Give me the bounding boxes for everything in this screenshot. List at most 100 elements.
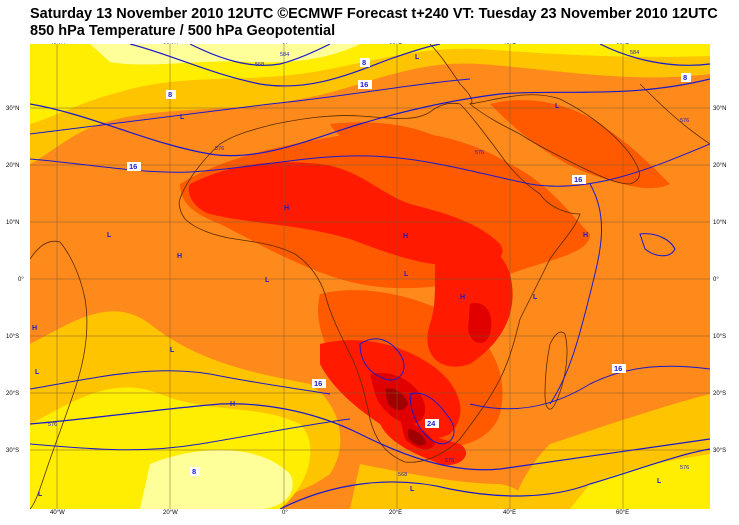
africa-coastline (178, 102, 581, 463)
temp-label-16: 16 (574, 175, 582, 184)
map-title: Saturday 13 November 2010 12UTC ©ECMWF F… (30, 6, 718, 22)
temp-contour-24 (359, 338, 405, 381)
lon-tick-bottom: 20°W (163, 510, 178, 516)
contour-label-box (360, 58, 370, 67)
map-subtitle: 850 hPa Temperature / 500 hPa Geopotenti… (30, 23, 336, 39)
geop-label: 576 (680, 465, 689, 471)
lat-tick-left: 10°N (6, 220, 20, 226)
temp-label-8: 8 (192, 467, 196, 476)
geop-label: 576 (680, 118, 689, 124)
temp-contour-8-south (30, 418, 351, 451)
lat-tick-right: 10°N (713, 220, 727, 226)
temp-band-extreme-2 (408, 429, 426, 446)
lat-tick-left: 30°S (6, 448, 20, 454)
lat-tick-right: 0° (713, 277, 719, 283)
low-marker: L (180, 114, 185, 121)
geop-label: 576 (48, 422, 57, 428)
lat-tick-right: 20°S (713, 391, 727, 397)
temp-contour-16-io (639, 233, 676, 257)
low-marker: L (404, 271, 409, 278)
contour-label-box (358, 80, 372, 89)
temp-label-16: 16 (614, 364, 622, 373)
geop-label: 568 (255, 62, 264, 68)
low-marker: L (265, 277, 270, 284)
contour-576-north (30, 78, 710, 157)
coastlines (30, 44, 710, 509)
low-marker: L (410, 486, 415, 493)
lon-tick-bottom: 0° (282, 510, 288, 516)
pressure-centres: H H H H H H H L L L L L L L L L L L L (32, 54, 662, 498)
arabia-coastline (469, 94, 640, 185)
temp-band-very-hot-east (468, 303, 492, 344)
temp-contour-16-north (30, 143, 710, 187)
temp-band-arabia (490, 100, 670, 189)
temp-band-se-cool (570, 454, 710, 509)
lat-tick-left: 0° (18, 277, 24, 283)
lon-tick-bottom: 60°E (616, 510, 630, 516)
geop-label: 576 (215, 146, 224, 152)
geop-label: 584 (630, 50, 639, 56)
temp-band-sahel-hot (188, 162, 503, 265)
temp-label-16: 16 (314, 379, 322, 388)
low-marker: L (657, 478, 662, 485)
contour-584-ne (599, 44, 710, 66)
geop-label: 568 (398, 472, 407, 478)
contour-label-box (572, 175, 586, 184)
high-marker: H (583, 232, 588, 239)
high-marker: H (230, 401, 235, 408)
graticule (30, 44, 710, 509)
low-marker: L (533, 294, 538, 301)
temp-label-8: 8 (683, 73, 687, 82)
map-canvas: 16 16 16 16 16 8 8 8 8 24 576 576 576 57… (30, 44, 710, 509)
temp-label-8: 8 (168, 90, 172, 99)
contour-label-box (127, 162, 141, 171)
temp-contour-24-b (409, 392, 455, 445)
high-marker: H (32, 325, 37, 332)
contour-label-box (190, 467, 200, 476)
lat-tick-left: 20°N (6, 163, 20, 169)
high-marker: H (460, 294, 465, 301)
temp-band-sw-cold (140, 450, 293, 509)
lon-tick-bottom: 20°E (389, 510, 403, 516)
high-marker: H (284, 205, 289, 212)
geopotential-contours (30, 44, 710, 509)
low-marker: L (170, 347, 175, 354)
lat-tick-left: 20°S (6, 391, 20, 397)
temp-label-24: 24 (427, 419, 436, 428)
temp-contour-8-north (30, 78, 471, 135)
lat-tick-right: 30°S (713, 448, 727, 454)
high-marker: H (403, 233, 408, 240)
south-america-coastline (30, 240, 88, 509)
temp-contour-16-se (469, 365, 710, 410)
madagascar-coastline (544, 331, 568, 410)
temp-label-16: 16 (129, 162, 137, 171)
lat-tick-right: 20°N (713, 163, 727, 169)
contour-labels: 16 16 16 16 16 8 8 8 8 24 576 576 576 57… (48, 50, 691, 478)
geop-label: 584 (280, 52, 289, 58)
lon-tick-bottom: 40°E (503, 510, 517, 516)
low-marker: L (38, 491, 43, 498)
low-marker: L (555, 103, 560, 110)
lat-tick-right: 10°S (713, 334, 727, 340)
lat-tick-left: 10°S (6, 334, 20, 340)
contour-576-south (30, 403, 710, 471)
high-marker: H (177, 253, 182, 260)
lat-tick-right: 30°N (713, 106, 727, 112)
low-marker: L (415, 54, 420, 61)
temp-band-sw-corner (30, 469, 128, 509)
lat-tick-left: 30°N (6, 106, 20, 112)
temperature-contours (30, 78, 710, 451)
low-marker: L (107, 232, 112, 239)
contour-label-box (166, 90, 176, 99)
contour-label-box (681, 73, 691, 82)
temp-label-16: 16 (360, 80, 368, 89)
contour-568 (129, 44, 441, 87)
low-marker: L (35, 369, 40, 376)
temp-band-north-africa (330, 122, 459, 171)
temp-contour-16-south (30, 370, 331, 395)
temp-band-north-cool (30, 44, 710, 124)
contour-label-box (425, 419, 439, 428)
temp-contour-16-east (549, 183, 602, 405)
temp-band-east-africa-hot (427, 233, 513, 367)
forecast-map[interactable]: 16 16 16 16 16 8 8 8 8 24 576 576 576 57… (30, 44, 710, 509)
